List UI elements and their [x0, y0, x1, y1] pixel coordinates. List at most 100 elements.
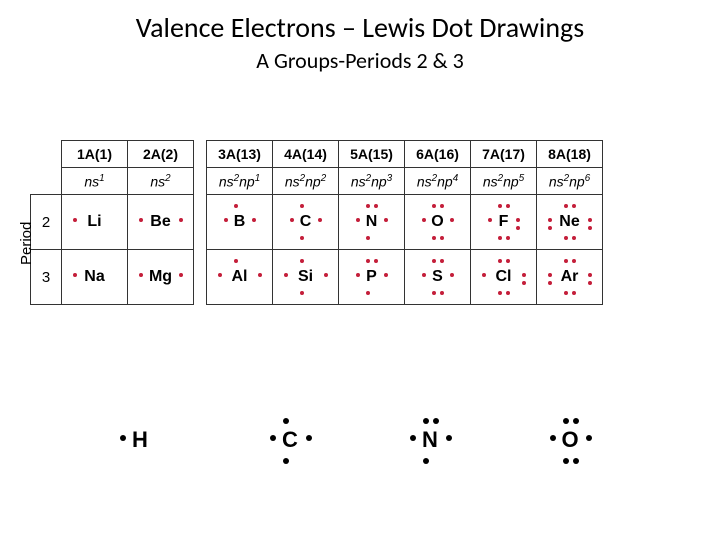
electron-dot — [300, 204, 304, 208]
lewis-cell: Cl — [471, 250, 536, 304]
electron-dot — [300, 291, 304, 295]
electron-dot — [498, 259, 502, 263]
electron-dot — [516, 226, 520, 230]
electron-dot — [284, 273, 288, 277]
electron-dot — [234, 259, 238, 263]
element-symbol: C — [300, 213, 312, 231]
lewis-cell: S — [405, 250, 470, 304]
electron-dot — [440, 291, 444, 295]
lewis-cell: P — [339, 250, 404, 304]
electron-dot — [290, 218, 294, 222]
electron-dot — [564, 204, 568, 208]
electron-dot — [563, 458, 569, 464]
lewis-cell: O — [405, 195, 470, 249]
electron-dot — [300, 259, 304, 263]
electron-dot — [423, 418, 429, 424]
electron-dot — [384, 218, 388, 222]
lewis-cell: Ar — [537, 250, 602, 304]
element-symbol: O — [431, 213, 443, 231]
electron-dot — [306, 435, 312, 441]
electron-dot — [366, 204, 370, 208]
electron-dot — [516, 218, 520, 222]
electron-dot — [252, 218, 256, 222]
electron-dot — [120, 435, 126, 441]
config-row: ns1ns2ns2np1ns2np2ns2np3ns2np4ns2np5ns2n… — [31, 168, 603, 195]
table-row: 2LiBeBCNOFNe — [31, 195, 603, 250]
element-symbol: Ne — [559, 213, 579, 231]
lewis-cell: N — [339, 195, 404, 249]
electron-config: ns2np3 — [339, 168, 405, 195]
group-header-row: 1A(1)2A(2)3A(13)4A(14)5A(15)6A(16)7A(17)… — [31, 141, 603, 168]
electron-config: ns2 — [128, 168, 194, 195]
group-header: 5A(15) — [339, 141, 405, 168]
blank-cell — [31, 168, 62, 195]
element-cell: F — [471, 195, 537, 250]
electron-dot — [366, 236, 370, 240]
element-cell: Be — [128, 195, 194, 250]
group-header: 3A(13) — [207, 141, 273, 168]
element-cell: Ar — [537, 250, 603, 305]
electron-dot — [270, 435, 276, 441]
electron-dot — [506, 259, 510, 263]
gap — [194, 141, 207, 168]
example-lewis: C — [250, 400, 330, 480]
period-number: 3 — [31, 250, 62, 305]
electron-dot — [548, 281, 552, 285]
lewis-table: 1A(1)2A(2)3A(13)4A(14)5A(15)6A(16)7A(17)… — [30, 140, 603, 305]
group-header: 7A(17) — [471, 141, 537, 168]
electron-config: ns2np1 — [207, 168, 273, 195]
electron-dot — [440, 236, 444, 240]
electron-dot — [433, 418, 439, 424]
electron-dot — [218, 273, 222, 277]
electron-dot — [422, 273, 426, 277]
electron-dot — [450, 218, 454, 222]
element-symbol: C — [282, 427, 298, 453]
element-cell: Cl — [471, 250, 537, 305]
electron-dot — [440, 259, 444, 263]
element-symbol: Mg — [149, 268, 172, 286]
element-cell: O — [405, 195, 471, 250]
page-subtitle: A Groups-Periods 2 & 3 — [0, 47, 720, 74]
element-symbol: Li — [87, 213, 101, 231]
electron-dot — [482, 273, 486, 277]
electron-config: ns2np5 — [471, 168, 537, 195]
electron-dot — [588, 281, 592, 285]
electron-dot — [506, 204, 510, 208]
element-cell: S — [405, 250, 471, 305]
electron-config: ns2np6 — [537, 168, 603, 195]
element-symbol: O — [561, 427, 578, 453]
electron-dot — [300, 236, 304, 240]
electron-dot — [450, 273, 454, 277]
electron-dot — [179, 273, 183, 277]
element-cell: B — [207, 195, 273, 250]
element-cell: Ne — [537, 195, 603, 250]
electron-dot — [423, 458, 429, 464]
electron-dot — [522, 281, 526, 285]
element-cell: Na — [62, 250, 128, 305]
group-header: 4A(14) — [273, 141, 339, 168]
electron-dot — [586, 435, 592, 441]
element-cell: N — [339, 195, 405, 250]
electron-dot — [324, 273, 328, 277]
lewis-cell: Be — [128, 195, 193, 249]
electron-dot — [356, 218, 360, 222]
element-symbol: Si — [298, 268, 313, 286]
lewis-cell: Ne — [537, 195, 602, 249]
example-lewis: N — [390, 400, 470, 480]
element-symbol: Cl — [496, 268, 512, 286]
electron-dot — [374, 259, 378, 263]
electron-dot — [283, 458, 289, 464]
element-symbol: B — [234, 213, 246, 231]
electron-dot — [550, 435, 556, 441]
gap — [194, 168, 207, 195]
element-symbol: Na — [84, 268, 104, 286]
period-axis-label: Period — [18, 222, 35, 265]
lewis-cell: N — [390, 400, 470, 480]
element-symbol: P — [366, 268, 377, 286]
electron-dot — [572, 236, 576, 240]
electron-dot — [366, 291, 370, 295]
gap — [194, 195, 207, 250]
element-cell: C — [273, 195, 339, 250]
electron-dot — [588, 226, 592, 230]
electron-dot — [548, 226, 552, 230]
